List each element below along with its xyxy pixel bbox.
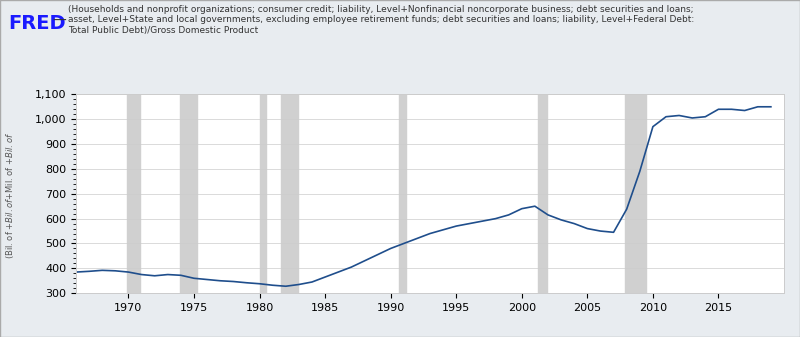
Text: —: —: [52, 14, 66, 28]
Text: (Bil. of $+Bil. of $+Mil. of $+Bil. of $: (Bil. of $+Bil. of $+Mil. of $+Bil. of $: [4, 132, 16, 259]
Text: (Households and nonprofit organizations; consumer credit; liability, Level+Nonfi: (Households and nonprofit organizations;…: [68, 5, 694, 34]
Bar: [538, 94, 546, 293]
Bar: [398, 94, 406, 293]
Text: FRED: FRED: [8, 14, 66, 33]
Bar: [626, 94, 646, 293]
Bar: [179, 94, 197, 293]
Bar: [281, 94, 298, 293]
Bar: [259, 94, 266, 293]
Bar: [127, 94, 140, 293]
